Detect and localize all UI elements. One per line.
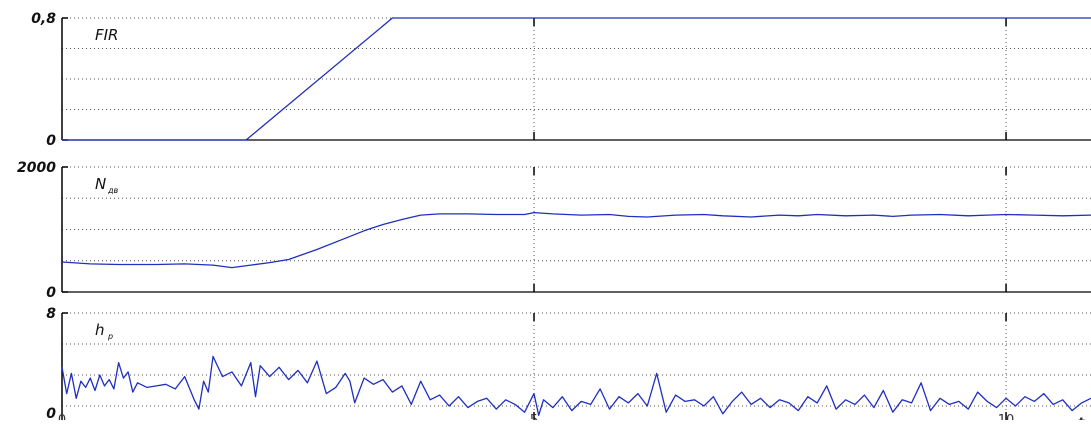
panel-h: 0 8 h р [46,306,1091,422]
y-tick-label: 2000 [17,160,56,176]
x-tick-label: 5 [530,413,538,420]
x-axis-end-label: t [1078,416,1085,420]
panel-fir: 0 0,8 FIR [31,11,1091,149]
series-line-fir [62,17,1091,141]
y-tick-label: 0 [46,406,56,420]
x-tick-label: 10 [998,413,1015,420]
y-tick-label: 0 [46,285,56,301]
panel-label-n: N [95,175,106,193]
panel-n: 0 2000 N дв [17,160,1091,301]
y-tick-label: 8 [46,306,56,322]
series-line-n [61,211,1091,269]
y-tick-label: 0 [46,133,56,149]
panel-subscript-n: дв [107,186,119,195]
x-tick-label: 0 [58,413,66,420]
panel-subscript-h: р [107,332,113,341]
panel-label-h: h [95,321,105,339]
y-tick-label: 0,8 [31,11,56,27]
series-line-h [61,355,1091,416]
panel-label-fir: FIR [95,26,118,44]
